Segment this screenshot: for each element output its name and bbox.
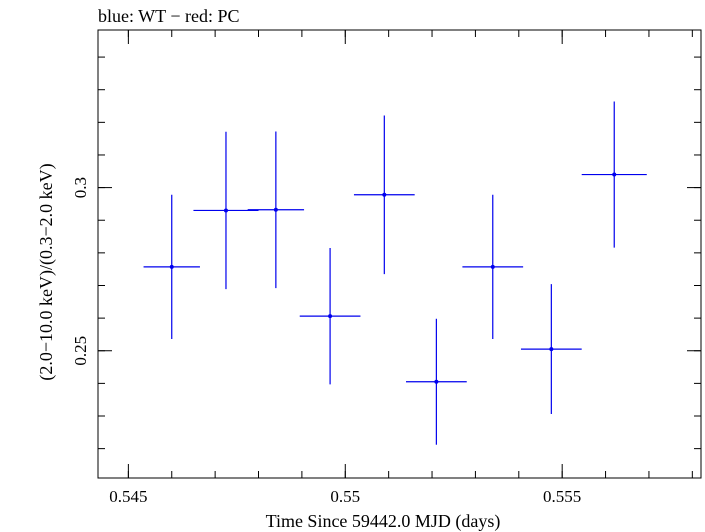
point-marker xyxy=(328,314,333,319)
x-tick-label: 0.545 xyxy=(109,487,147,506)
data-point xyxy=(193,131,259,290)
point-marker xyxy=(434,379,439,384)
data-point xyxy=(520,284,582,415)
point-marker xyxy=(612,172,617,177)
chart-title: blue: WT − red: PC xyxy=(98,6,239,26)
data-point xyxy=(462,194,524,339)
y-tick-label: 0.3 xyxy=(71,177,90,198)
x-tick-label: 0.555 xyxy=(543,487,581,506)
x-axis-label: Time Since 59442.0 MJD (days) xyxy=(266,511,501,532)
data-point xyxy=(247,131,305,289)
data-point xyxy=(581,101,647,248)
point-marker xyxy=(273,207,278,212)
x-tick-label: 0.55 xyxy=(330,487,360,506)
data-point xyxy=(353,115,415,275)
plot-frame xyxy=(97,29,702,479)
y-tick-labels: 0.25 0.3 xyxy=(71,177,90,366)
data-point xyxy=(143,194,200,339)
point-marker xyxy=(382,192,387,197)
point-marker xyxy=(490,264,495,269)
axis-ticks xyxy=(98,30,701,478)
point-marker xyxy=(223,208,228,213)
data-series xyxy=(143,101,647,445)
point-marker xyxy=(169,264,174,269)
y-tick-label: 0.25 xyxy=(71,336,90,366)
point-marker xyxy=(549,347,554,352)
x-tick-labels: 0.545 0.55 0.555 xyxy=(109,487,581,506)
data-point xyxy=(299,247,361,385)
data-point xyxy=(406,318,467,445)
y-axis-label: (2.0−10.0 keV)/(0.3−2.0 keV) xyxy=(36,163,57,380)
